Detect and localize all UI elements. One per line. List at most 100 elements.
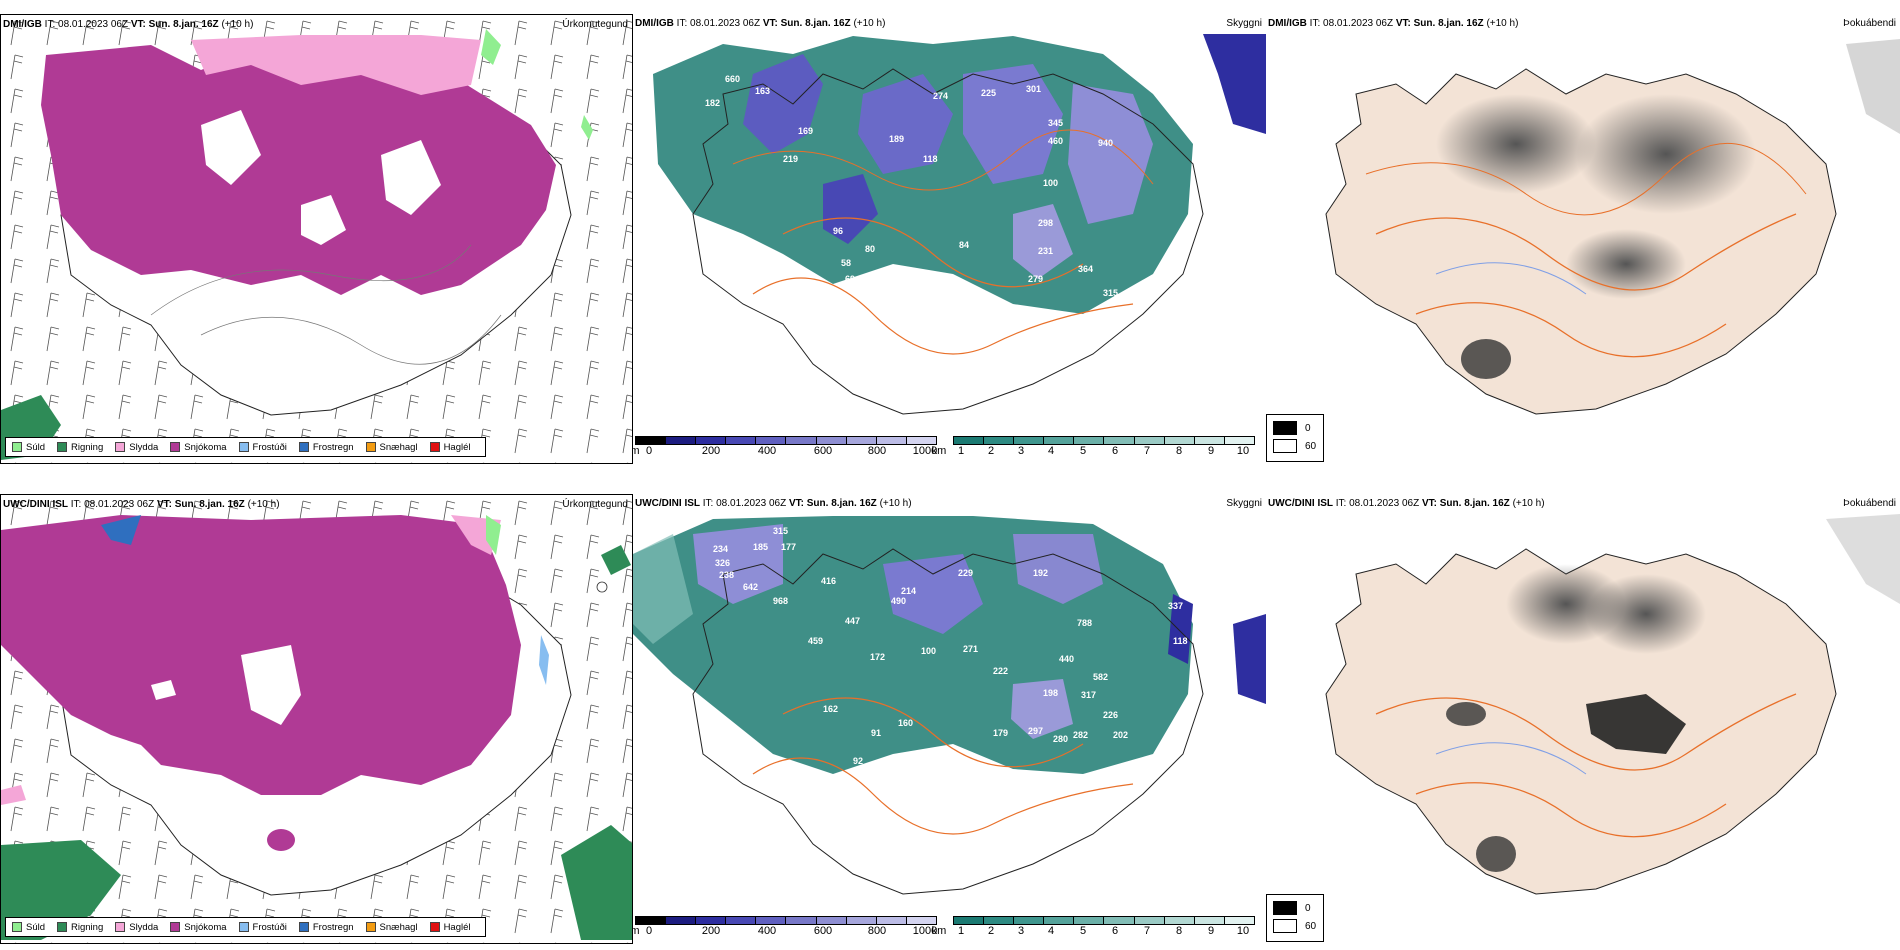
cloud-visibility-panel-bottom: UWC/DINI ISL IT: 08.01.2023 06Z VT: Sun.… — [633, 494, 1266, 944]
svg-text:177: 177 — [781, 542, 796, 552]
svg-text:179: 179 — [993, 728, 1008, 738]
precip-type-map — [1, 15, 632, 463]
svg-text:58: 58 — [841, 258, 851, 268]
snow-area — [41, 45, 556, 295]
svg-text:447: 447 — [845, 616, 860, 626]
svg-text:301: 301 — [1026, 84, 1041, 94]
svg-text:642: 642 — [743, 582, 758, 592]
legend-item-sleet: Slydda — [115, 442, 158, 453]
svg-text:84: 84 — [959, 240, 969, 250]
cloud-visibility-map: 660 182 163 169 219 189 274 225 301 345 … — [633, 34, 1266, 434]
svg-text:222: 222 — [993, 666, 1008, 676]
svg-text:182: 182 — [705, 98, 720, 108]
svg-text:190: 190 — [909, 864, 924, 874]
coastline — [692, 548, 1204, 895]
svg-text:229: 229 — [958, 568, 973, 578]
legend-item-freezing-rain: Frostregn — [298, 922, 354, 933]
svg-text:169: 169 — [798, 126, 813, 136]
panel-title: DMI/IGB IT: 08.01.2023 06Z VT: Sun. 8.ja… — [1268, 18, 1519, 29]
svg-text:364: 364 — [1078, 264, 1093, 274]
svg-text:271: 271 — [963, 644, 978, 654]
fog-index-map — [1325, 39, 1900, 415]
svg-text:100: 100 — [1043, 178, 1058, 188]
panel-title: UWC/DINI ISL IT: 08.01.2023 06Z VT: Sun.… — [1268, 498, 1545, 509]
svg-text:198: 198 — [1043, 688, 1058, 698]
panel-title: DMI/IGB IT: 08.01.2023 06Z VT: Sun. 8.ja… — [3, 19, 254, 30]
cloud-base-labels: 660 182 163 169 219 189 274 225 301 345 … — [705, 74, 1118, 298]
svg-text:968: 968 — [773, 596, 788, 606]
svg-text:416: 416 — [821, 576, 836, 586]
svg-text:226: 226 — [1103, 710, 1118, 720]
svg-text:460: 460 — [1048, 136, 1063, 146]
svg-text:231: 231 — [1038, 246, 1053, 256]
svg-text:162: 162 — [823, 704, 838, 714]
svg-text:250: 250 — [925, 748, 940, 758]
svg-text:214: 214 — [901, 586, 916, 596]
svg-text:279: 279 — [1028, 274, 1043, 284]
legend-item-freezing-drizzle: Frostúði — [238, 442, 287, 453]
fog-index-map — [1325, 514, 1900, 895]
svg-text:490: 490 — [891, 596, 906, 606]
legend-item-rain: Rigning — [57, 442, 103, 453]
svg-text:315: 315 — [773, 526, 788, 536]
legend-item-freezing-drizzle: Frostúði — [238, 922, 287, 933]
legend-item-snow: Snjókoma — [170, 922, 227, 933]
legend-item-snow: Snjókoma — [170, 442, 227, 453]
panel-title: UWC/DINI ISL IT: 08.01.2023 06Z VT: Sun.… — [635, 498, 912, 509]
svg-text:297: 297 — [1028, 726, 1043, 736]
precip-type-panel-bottom: UWC/DINI ISL IT: 08.01.2023 06Z VT: Sun.… — [0, 494, 633, 944]
svg-text:317: 317 — [1081, 690, 1096, 700]
svg-text:202: 202 — [1113, 730, 1128, 740]
sleet-area — [191, 35, 481, 95]
svg-text:337: 337 — [1168, 601, 1183, 611]
legend-item-drizzle: Súld — [12, 442, 45, 453]
panel-param-name: Úrkomutegund — [562, 19, 628, 30]
svg-text:219: 219 — [783, 154, 798, 164]
legend-item-freezing-rain: Frostregn — [298, 442, 354, 453]
svg-text:96: 96 — [833, 226, 843, 236]
ceiling-colorbar: m 0 200 400 600 800 1000 — [633, 436, 937, 459]
panel-param-name: Skyggni — [1226, 498, 1262, 509]
svg-text:282: 282 — [1073, 730, 1088, 740]
legend-item-rain: Rigning — [57, 922, 103, 933]
svg-text:440: 440 — [1059, 654, 1074, 664]
fog-legend: 0 60 — [1266, 894, 1324, 942]
panel-title: UWC/DINI ISL IT: 08.01.2023 06Z VT: Sun.… — [3, 499, 280, 510]
svg-text:280: 280 — [1053, 734, 1068, 744]
svg-text:80: 80 — [865, 244, 875, 254]
visibility-colorbar: km 1 2 3 4 5 6 7 8 9 10 — [932, 436, 1255, 459]
fog-index-panel-bottom: UWC/DINI ISL IT: 08.01.2023 06Z VT: Sun.… — [1266, 494, 1900, 944]
svg-text:345: 345 — [1048, 118, 1063, 128]
panel-title: DMI/IGB IT: 08.01.2023 06Z VT: Sun. 8.ja… — [635, 18, 886, 29]
svg-text:582: 582 — [1093, 672, 1108, 682]
precip-type-panel-top: DMI/IGB IT: 08.01.2023 06Z VT: Sun. 8.ja… — [0, 14, 633, 464]
legend-item-hail: Haglél — [429, 442, 471, 453]
svg-text:163: 163 — [755, 86, 770, 96]
visibility-colorbar: km 1 2 3 4 5 6 7 8 9 10 — [932, 916, 1255, 939]
panel-param-name: Þokuábendi — [1843, 498, 1896, 509]
cloud-visibility-panel-top: DMI/IGB IT: 08.01.2023 06Z VT: Sun. 8.ja… — [633, 14, 1266, 464]
svg-text:160: 160 — [898, 718, 913, 728]
svg-text:788: 788 — [1077, 618, 1092, 628]
svg-text:172: 172 — [870, 652, 885, 662]
panel-param-name: Skyggni — [1226, 18, 1262, 29]
svg-text:91: 91 — [871, 728, 881, 738]
svg-text:69: 69 — [845, 274, 855, 284]
svg-text:369: 369 — [909, 844, 924, 854]
legend-item-hail: Haglél — [429, 922, 471, 933]
legend-item-snow-pellets: Snæhagl — [365, 442, 418, 453]
rain-area — [1, 840, 121, 940]
panel-param-name: Þokuábendi — [1843, 18, 1896, 29]
svg-text:108: 108 — [798, 284, 813, 294]
fog-legend: 0 60 — [1266, 414, 1324, 462]
legend-item-sleet: Slydda — [115, 922, 158, 933]
precip-type-legend: Súld Rigning Slydda Snjókoma Frostúði Fr… — [5, 917, 486, 937]
panel-param-name: Úrkomutegund — [562, 499, 628, 510]
land-area — [1325, 548, 1837, 895]
svg-text:118: 118 — [1173, 636, 1188, 646]
svg-text:100: 100 — [921, 646, 936, 656]
svg-text:185: 185 — [753, 542, 768, 552]
svg-text:234: 234 — [713, 544, 728, 554]
fog-index-panel-top: DMI/IGB IT: 08.01.2023 06Z VT: Sun. 8.ja… — [1266, 14, 1900, 464]
svg-text:326: 326 — [715, 558, 730, 568]
